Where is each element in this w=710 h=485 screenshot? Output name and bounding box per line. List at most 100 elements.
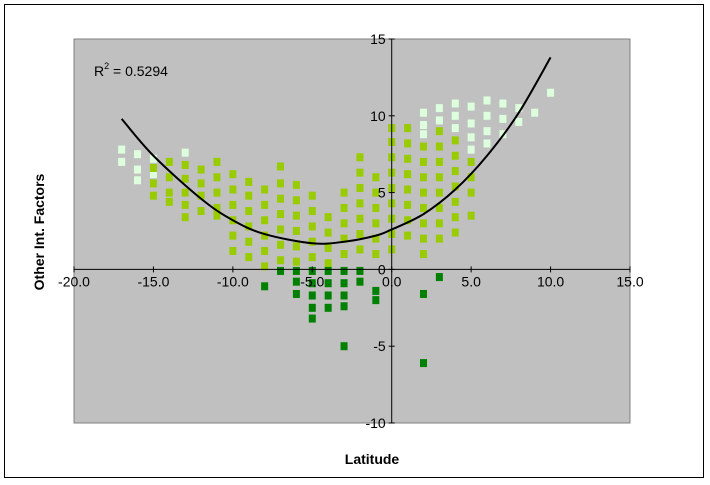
data-point-dark — [324, 266, 332, 275]
data-point-light — [213, 203, 221, 212]
data-point-light — [451, 182, 459, 191]
data-point-light — [356, 214, 364, 223]
data-point-dark — [261, 282, 269, 291]
r2-value: = 0.5294 — [109, 63, 168, 79]
data-point-light — [308, 207, 316, 216]
data-point-light — [435, 142, 443, 151]
data-point-light — [308, 253, 316, 262]
data-point-dark — [308, 314, 316, 323]
data-point-light — [149, 179, 157, 188]
data-point-light — [292, 211, 300, 220]
data-point-light — [213, 188, 221, 197]
data-point-light — [261, 200, 269, 209]
x-tick-label: -15.0 — [137, 273, 169, 289]
data-point-light — [149, 164, 157, 173]
data-point-light — [277, 179, 285, 188]
data-point-pale — [467, 119, 475, 128]
data-point-light — [181, 160, 189, 169]
data-point-pale — [118, 157, 126, 166]
data-point-light — [435, 188, 443, 197]
y-tick-label: -5 — [373, 338, 386, 354]
data-point-pale — [483, 127, 491, 136]
data-point-light — [356, 168, 364, 177]
data-point-dark — [308, 291, 316, 300]
data-point-light — [372, 250, 380, 259]
data-point-light — [245, 253, 253, 262]
data-point-dark — [356, 266, 364, 275]
data-point-light — [324, 243, 332, 252]
data-point-light — [277, 210, 285, 219]
data-point-light — [419, 219, 427, 228]
data-point-light — [324, 213, 332, 222]
data-point-light — [308, 191, 316, 200]
data-point-light — [181, 213, 189, 222]
data-point-dark — [308, 279, 316, 288]
y-tick-label: 0 — [378, 261, 386, 277]
data-point-pale — [134, 176, 142, 185]
r2-exponent: 2 — [104, 61, 109, 71]
data-point-pale — [467, 102, 475, 111]
data-point-light — [181, 200, 189, 209]
x-axis-ticks: -20.0 -15.0 -10.0 -5.0 0.0 5.0 10.0 15.0 — [58, 266, 644, 289]
data-point-light — [292, 257, 300, 266]
data-point-light — [229, 200, 237, 209]
data-point-light — [277, 256, 285, 265]
data-point-light — [451, 167, 459, 176]
data-point-pale — [451, 111, 459, 120]
plot-area — [73, 38, 631, 424]
data-point-light — [435, 157, 443, 166]
data-point-light — [229, 231, 237, 240]
data-point-light — [372, 219, 380, 228]
data-point-dark — [340, 266, 348, 275]
data-point-light — [435, 219, 443, 228]
data-point-light — [229, 170, 237, 179]
data-point-dark — [435, 273, 443, 282]
data-point-dark — [277, 266, 285, 275]
data-point-light — [340, 250, 348, 259]
data-point-light — [356, 230, 364, 239]
data-point-pale — [181, 148, 189, 157]
data-point-light — [308, 222, 316, 231]
data-point-dark — [340, 291, 348, 300]
data-point-dark — [372, 286, 380, 295]
data-point-light — [419, 173, 427, 182]
data-point-light — [435, 127, 443, 136]
data-point-pale — [483, 139, 491, 148]
data-point-light — [213, 157, 221, 166]
data-point-dark — [292, 289, 300, 298]
data-point-light — [340, 219, 348, 228]
data-point-dark — [356, 277, 364, 286]
data-point-light — [165, 197, 173, 206]
data-point-dark — [340, 302, 348, 311]
data-point-pale — [435, 104, 443, 113]
data-point-dark — [292, 266, 300, 275]
data-point-light — [372, 203, 380, 212]
data-point-light — [277, 162, 285, 171]
data-point-pale — [149, 170, 157, 179]
data-point-light — [467, 157, 475, 166]
data-point-dark — [324, 279, 332, 288]
data-point-light — [261, 185, 269, 194]
data-point-pale — [467, 133, 475, 142]
data-point-light — [404, 170, 412, 179]
data-point-pale — [435, 116, 443, 125]
data-point-light — [340, 234, 348, 243]
data-point-pale — [419, 130, 427, 139]
data-point-light — [165, 173, 173, 182]
data-point-light — [356, 153, 364, 162]
data-point-pale — [419, 121, 427, 130]
data-point-pale — [499, 114, 507, 123]
data-point-light — [451, 197, 459, 206]
data-point-light — [356, 199, 364, 208]
data-point-light — [340, 203, 348, 212]
data-point-dark — [324, 303, 332, 312]
data-point-light — [292, 227, 300, 235]
data-point-pale — [451, 99, 459, 108]
data-point-light — [404, 154, 412, 163]
data-point-light — [165, 157, 173, 166]
x-tick-label: 5.0 — [461, 273, 481, 289]
trendline — [120, 56, 552, 245]
x-tick-label: -10.0 — [217, 273, 249, 289]
data-point-dark — [419, 289, 427, 298]
data-point-light — [435, 173, 443, 182]
